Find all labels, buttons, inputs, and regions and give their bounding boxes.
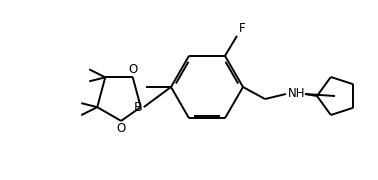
Text: O: O — [116, 122, 126, 135]
Text: F: F — [239, 22, 246, 35]
Text: O: O — [128, 63, 137, 76]
Text: NH: NH — [288, 87, 305, 100]
Text: B: B — [133, 101, 142, 114]
